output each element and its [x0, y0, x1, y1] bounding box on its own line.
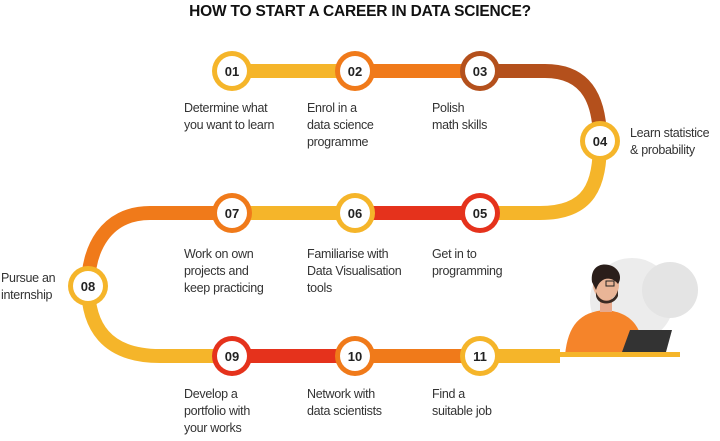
step-label: Familiarise with Data Visualisation tool…	[307, 247, 402, 295]
step-number: 10	[348, 349, 362, 364]
path-segment	[480, 64, 607, 142]
step-number: 11	[473, 349, 487, 364]
step-node-05: 05	[460, 193, 500, 233]
step-label: Work on own projects and keep practicing	[184, 247, 264, 295]
step-label: Enrol in a data science programme	[307, 101, 374, 149]
step-number: 08	[81, 279, 95, 294]
step-label: Network with data scientists	[307, 387, 382, 418]
step-node-03: 03	[460, 51, 500, 91]
step-label: Determine what you want to learn	[184, 101, 275, 132]
step-node-11: 11	[460, 336, 500, 376]
infographic-title: HOW TO START A CAREER IN DATA SCIENCE?	[189, 3, 531, 20]
step-node-09: 09	[212, 336, 252, 376]
step-number: 02	[348, 64, 362, 79]
step-number: 06	[348, 206, 362, 221]
step-node-07: 07	[212, 193, 252, 233]
step-number: 07	[225, 206, 239, 221]
path-segment	[480, 140, 607, 220]
step-number: 03	[473, 64, 487, 79]
step-node-04: 04	[580, 121, 620, 161]
step-label: Learn statistice & probability	[630, 126, 710, 157]
step-label: Find a suitable job	[432, 387, 492, 418]
step-number: 09	[225, 349, 239, 364]
step-label: Develop a portfolio with your works	[184, 387, 250, 435]
person-at-laptop-illustration	[555, 258, 698, 357]
step-node-08: 08	[68, 266, 108, 306]
step-label: Polish math skills	[432, 101, 488, 132]
step-label: Pursue an internship	[1, 271, 56, 302]
step-node-10: 10	[335, 336, 375, 376]
step-node-02: 02	[335, 51, 375, 91]
step-node-06: 06	[335, 193, 375, 233]
step-number: 05	[473, 206, 487, 221]
step-number: 01	[225, 64, 239, 79]
step-number: 04	[593, 134, 608, 149]
step-label: Get in to programming	[432, 247, 503, 278]
step-node-01: 01	[212, 51, 252, 91]
